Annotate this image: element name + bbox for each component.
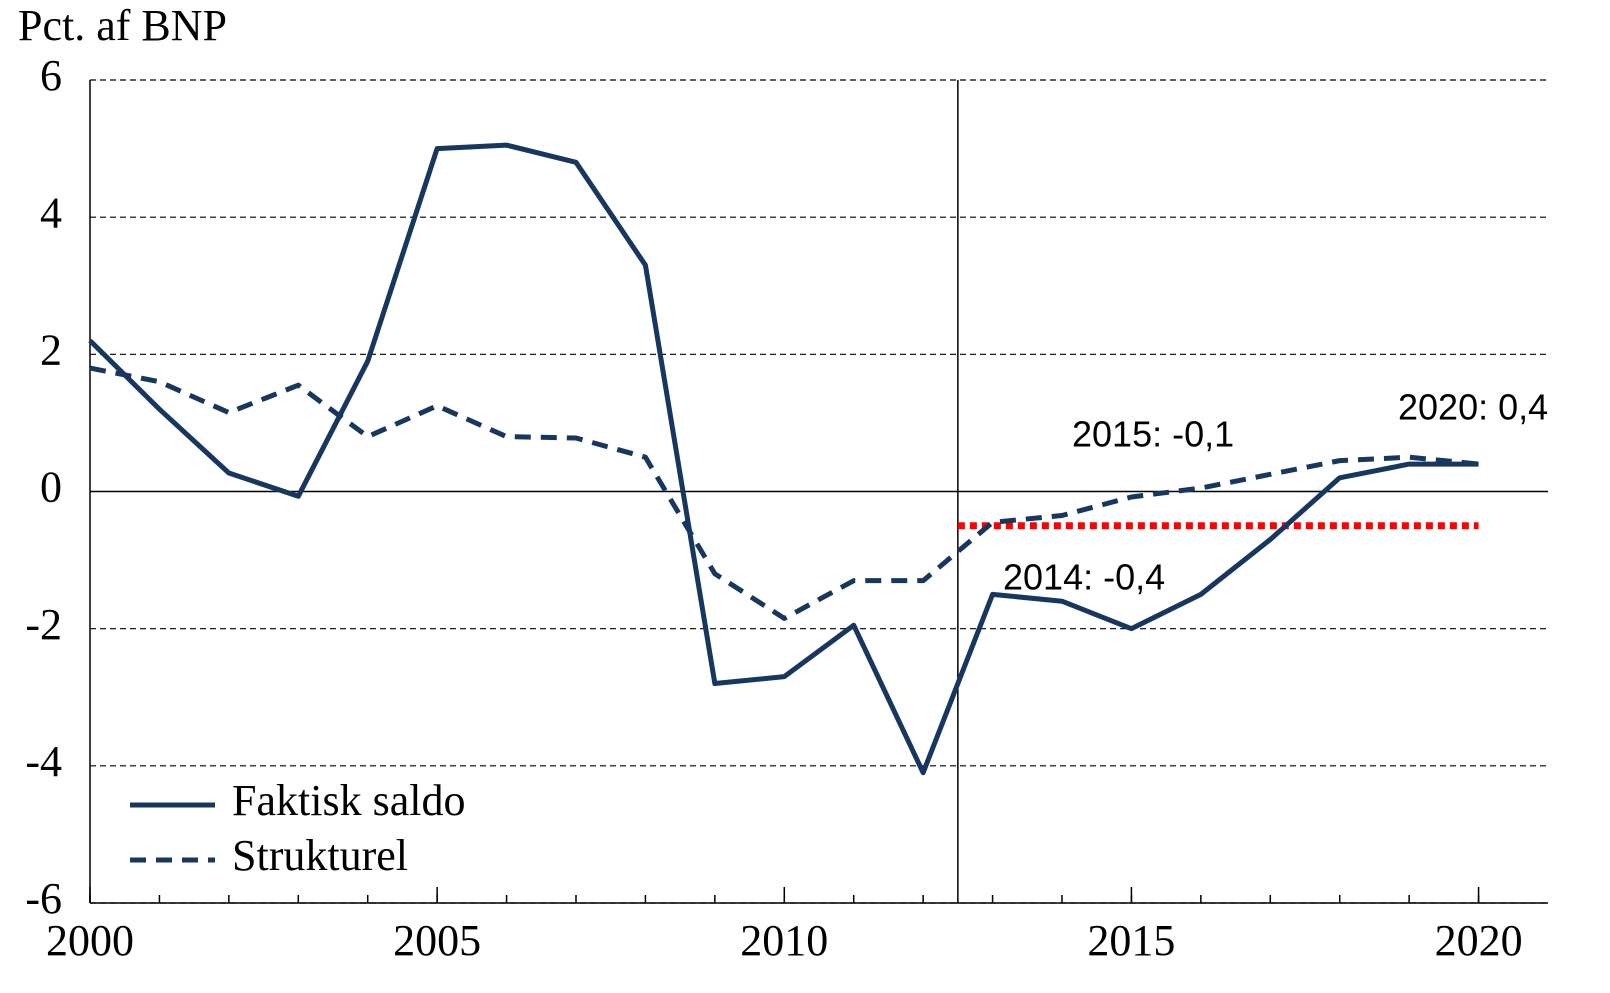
series-line	[88, 142, 1479, 776]
y-tick-label: 0	[40, 463, 62, 512]
y-tick-label: 4	[40, 188, 62, 237]
y-axis-label: Pct. af BNP	[18, 1, 227, 50]
x-tick-label: 2010	[740, 916, 828, 965]
y-tick-label: 6	[40, 51, 62, 100]
legend-label: Strukturel	[232, 831, 408, 880]
y-tick-label: 2	[40, 325, 62, 374]
legend-label: Faktisk saldo	[232, 776, 465, 825]
y-tick-label: -6	[25, 874, 62, 923]
annotation: 2014: -0,4	[1003, 557, 1165, 598]
y-tick-label: -4	[25, 737, 62, 786]
annotation: 2020: 0,4	[1398, 387, 1548, 428]
annotation: 2015: -0,1	[1072, 414, 1234, 455]
x-tick-label: 2020	[1435, 916, 1523, 965]
x-tick-label: 2000	[46, 916, 134, 965]
y-tick-label: -2	[25, 600, 62, 649]
series-line	[89, 365, 1479, 621]
x-tick-label: 2005	[393, 916, 481, 965]
x-tick-label: 2015	[1087, 916, 1175, 965]
